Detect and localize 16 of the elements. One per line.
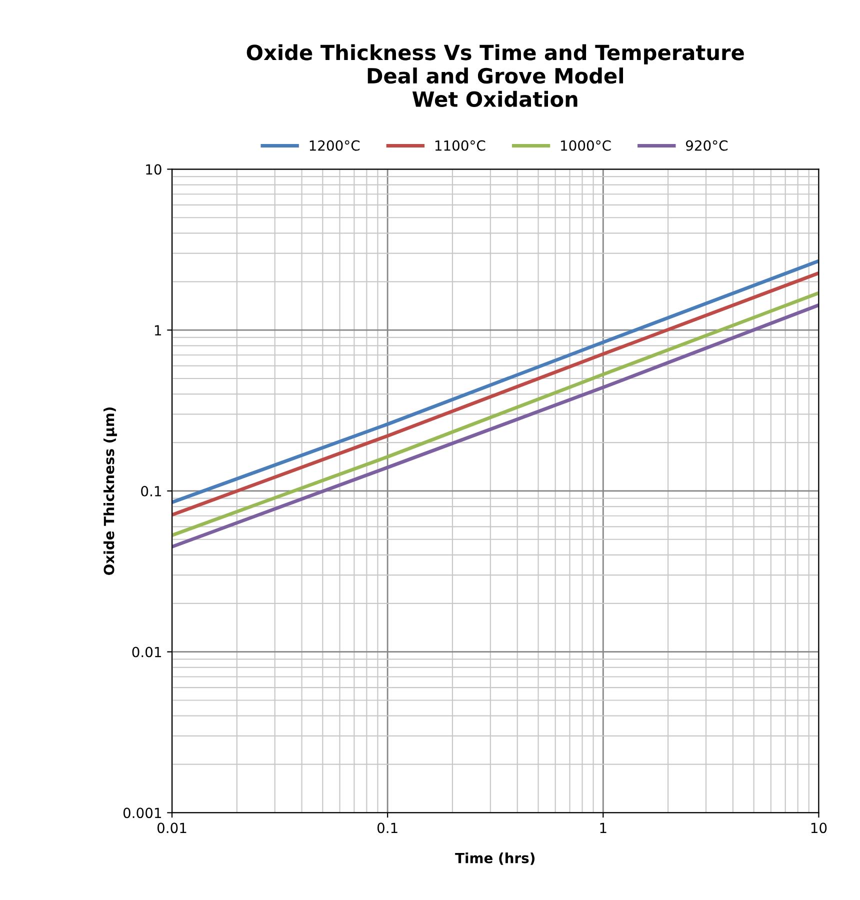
legend-label: 920°C [686, 140, 728, 151]
y-tick-label: 10 [146, 164, 162, 175]
x-axis-title: Time (hrs) [455, 852, 534, 865]
legend-label: 1000°C [561, 140, 611, 151]
y-tick-label: 0.001 [123, 808, 161, 818]
y-axis-title: Oxide Thickness (µm) [104, 407, 117, 575]
legend-label: 1100°C [435, 140, 486, 151]
x-tick-label: 10 [811, 822, 827, 834]
y-tick-label: 0.01 [132, 646, 161, 658]
x-tick-label: 1 [600, 822, 606, 833]
x-tick-label: 0.1 [377, 822, 398, 834]
x-tick-label: 0.01 [157, 822, 186, 834]
legend-label: 1200°C [310, 140, 360, 151]
chart-title: Oxide Thickness Vs Time and Temperature Deal and Grove Model Wet Oxidation [246, 44, 744, 107]
y-tick-label: 1 [154, 325, 161, 336]
y-tick-label: 0.1 [141, 486, 161, 496]
